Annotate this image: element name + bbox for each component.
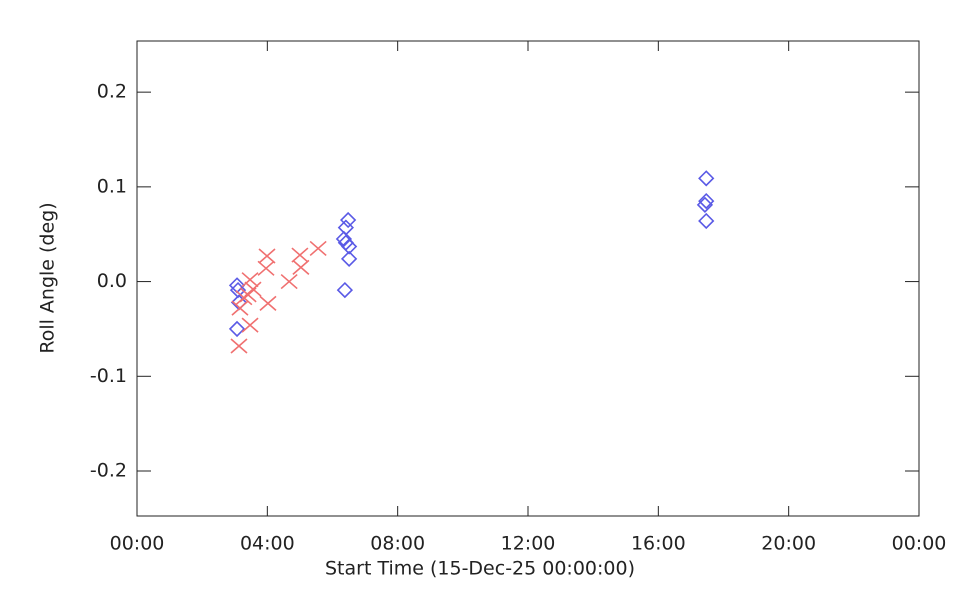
diamond-point <box>696 196 714 213</box>
x-point <box>244 281 262 297</box>
x-point <box>241 272 259 288</box>
x-tick-label: 12:00 <box>501 533 556 555</box>
diamond-point <box>336 281 354 299</box>
y-tick-label: 0.0 <box>97 270 127 292</box>
x-tick-label: 04:00 <box>240 533 295 555</box>
diamond-point <box>337 219 354 236</box>
diamond-point <box>698 192 715 210</box>
diamond-point <box>698 170 715 187</box>
x-point <box>309 240 327 257</box>
x-point <box>231 300 249 316</box>
y-tick-label: 0.1 <box>97 175 127 197</box>
y-tick-label: -0.1 <box>90 365 127 387</box>
x-tick-label: 20:00 <box>761 533 816 555</box>
plot-frame <box>136 40 920 517</box>
y-tick-label: -0.2 <box>90 460 127 482</box>
x-tick-label: 00:00 <box>892 533 947 555</box>
x-point <box>259 295 277 311</box>
x-point <box>241 317 259 333</box>
x-point <box>257 260 275 276</box>
diamond-point <box>340 211 357 229</box>
diamond-point <box>340 238 358 255</box>
x-tick-label: 00:00 <box>110 533 165 555</box>
diamond-point <box>335 230 353 248</box>
diamond-point <box>698 212 715 230</box>
y-axis-label: Roll Angle (deg) <box>37 202 59 353</box>
x-tick-label: 16:00 <box>631 533 686 555</box>
x-point <box>292 259 310 275</box>
x-point <box>280 273 298 290</box>
x-point <box>230 338 248 354</box>
x-tick-label: 08:00 <box>370 533 425 555</box>
y-tick-label: 0.2 <box>97 81 127 103</box>
diamond-point <box>228 320 246 338</box>
x-point <box>258 248 276 264</box>
x-point <box>291 247 309 263</box>
x-axis-label: Start Time (15-Dec-25 00:00:00) <box>325 558 635 580</box>
diamond-point <box>340 250 358 267</box>
